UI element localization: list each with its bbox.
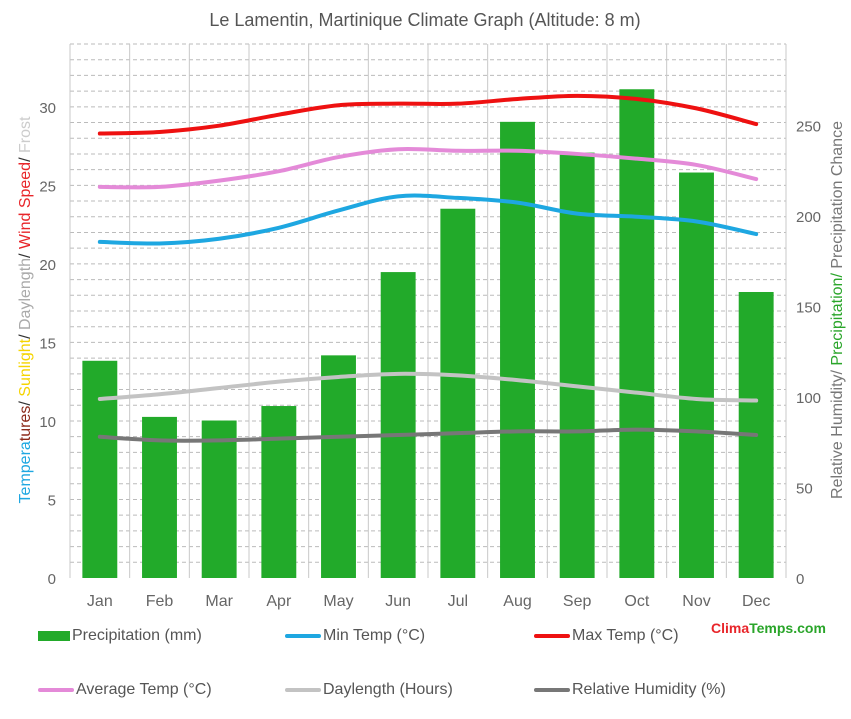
axis-label-segment: /: [17, 330, 34, 339]
x-tick-label-dec: Dec: [742, 593, 770, 610]
precipitation-bar-oct: [619, 89, 655, 578]
x-tick-label-jun: Jun: [385, 593, 411, 610]
precipitation-bar-aug: [500, 121, 535, 579]
axis-label-segment: Sunlight: [17, 338, 34, 396]
series-line-min-temp-c: [97, 193, 759, 246]
x-tick-label-aug: Aug: [503, 593, 531, 610]
precipitation-bar-feb: [142, 416, 177, 578]
axis-label-segment: Wind Speed: [17, 162, 34, 249]
right-axis-label: Relative Humidity/ Precipitation/ Precip…: [829, 121, 846, 499]
right-tick-label: 50: [796, 480, 813, 497]
left-tick-label: 30: [39, 100, 56, 117]
axis-label-segment: Precipitation/: [829, 269, 846, 366]
precipitation-bar-sep: [559, 152, 595, 578]
axis-label-segment: /: [17, 153, 34, 162]
grid-layer: [69, 43, 787, 578]
precipitation-bar-nov: [679, 172, 714, 578]
axis-label-segment: /: [17, 249, 34, 258]
axis-label-segment: Precipitation Chance: [829, 121, 846, 269]
precipitation-bar-apr: [261, 406, 297, 578]
left-tick-label: 20: [39, 257, 56, 274]
x-tick-label-apr: Apr: [266, 593, 292, 610]
x-tick-label-may: May: [323, 593, 353, 610]
axes-layer: 0 5 10 15 20 25 30 0 50 100 150 200 250 Jan Feb Mar Apr M…: [39, 100, 821, 610]
precipitation-bar-jul: [440, 208, 476, 579]
left-tick-label: 25: [39, 178, 56, 195]
x-tick-label-sep: Sep: [563, 593, 592, 610]
series-line-average-temp-c: [97, 146, 759, 190]
left-tick-label: 10: [39, 414, 56, 431]
left-tick-label: 15: [39, 335, 56, 352]
left-axis-label: Temperatures/ Sunlight/ Daylength/ Wind …: [17, 116, 34, 503]
chart-title: Le Lamentin, Martinique Climate Graph (A…: [209, 10, 640, 30]
x-tick-label-nov: Nov: [682, 593, 710, 610]
x-tick-label-mar: Mar: [205, 593, 233, 610]
right-tick-label: 250: [796, 118, 821, 135]
precipitation-bar-mar: [201, 420, 237, 578]
left-tick-label: 5: [48, 492, 56, 509]
x-tick-label-jul: Jul: [448, 593, 468, 610]
axis-label-segment: tures: [17, 406, 34, 442]
precipitation-bar-jan: [82, 360, 118, 578]
precipitation-bar-jun: [380, 272, 416, 578]
right-tick-label: 200: [796, 209, 821, 226]
series-line-daylength-hours: [97, 371, 759, 403]
axis-label-segment: Daylength: [17, 258, 34, 330]
precipitation-bar-may: [321, 355, 356, 578]
axis-label-segment: Frost: [17, 116, 34, 153]
left-tick-label: 0: [48, 571, 56, 588]
right-tick-label: 150: [796, 299, 821, 316]
axis-label-segment: /: [17, 397, 34, 406]
x-tick-label-jan: Jan: [87, 593, 113, 610]
x-tick-label-feb: Feb: [146, 593, 174, 610]
x-tick-label-oct: Oct: [624, 593, 649, 610]
right-tick-label: 100: [796, 390, 821, 407]
right-tick-label: 0: [796, 571, 804, 588]
lines-layer: [97, 93, 759, 443]
series-line-relative-humidity: [97, 427, 759, 443]
axis-label-segment: Relative Humidity/: [829, 366, 846, 499]
series-line-max-temp-c: [97, 93, 759, 136]
axis-label-segment: Tempera: [17, 441, 34, 503]
